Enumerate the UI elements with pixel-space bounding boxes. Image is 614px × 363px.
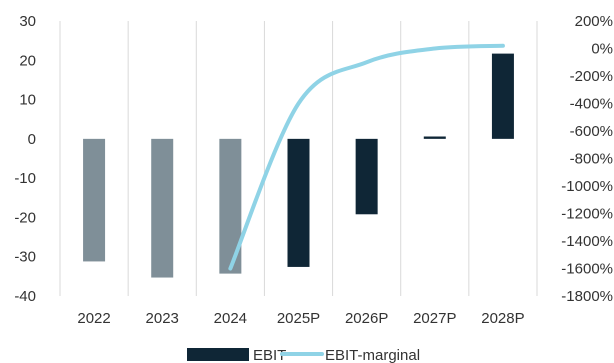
ebit-bar-2024 [219, 138, 242, 274]
ebit-bar-2025p [287, 138, 310, 267]
x-tick-label: 2026P [345, 310, 388, 327]
y2-tick-label: 200% [575, 13, 613, 30]
ebit-bar-2027p [423, 136, 446, 139]
x-tick-label: 2028P [481, 310, 524, 327]
legend: EBIT EBIT-marginal [187, 347, 420, 363]
y-tick-label: -40 [14, 288, 36, 305]
x-tick-label: 2027P [413, 310, 456, 327]
ebit-bar-2028p [491, 53, 514, 139]
y2-tick-label: -600% [570, 123, 613, 140]
ebit-bar-2022 [83, 138, 106, 262]
y-tick-label: -10 [14, 170, 36, 187]
y-tick-label: 0 [28, 131, 36, 148]
x-axis: 2022 2023 2024 2025P 2026P 2027P 2028P [77, 310, 524, 327]
y-tick-label: -30 [14, 249, 36, 266]
y2-tick-label: -1400% [561, 233, 613, 250]
left-y-axis: 30 20 10 0 -10 -20 -30 -40 [14, 13, 36, 305]
legend-label-ebit: EBIT [253, 347, 286, 363]
x-tick-label: 2022 [77, 310, 110, 327]
y2-tick-label: -800% [570, 151, 613, 168]
y2-tick-label: -1000% [561, 178, 613, 195]
ebit-marginal-line [228, 43, 505, 271]
y-tick-label: 20 [19, 52, 36, 69]
x-tick-label: 2025P [277, 310, 320, 327]
x-tick-label: 2024 [214, 310, 247, 327]
ebit-margin-line-group [228, 43, 505, 271]
ebit-bar-2023 [151, 138, 174, 278]
y2-tick-label: -1200% [561, 206, 613, 223]
y2-tick-label: -1800% [561, 288, 613, 305]
x-tick-label: 2023 [146, 310, 179, 327]
y-tick-label: 10 [19, 92, 36, 109]
legend-swatch-ebit [187, 348, 249, 361]
right-y-axis: 200% 0% -200% -400% -600% -800% -1000% -1200% -1… [561, 13, 613, 305]
y-tick-label: 30 [19, 13, 36, 30]
grid-lines [59, 21, 538, 296]
y2-tick-label: -200% [570, 68, 613, 85]
y2-tick-label: 0% [591, 41, 613, 58]
legend-label-ebit-marginal: EBIT-marginal [325, 347, 420, 363]
ebit-bar-2026p [355, 138, 378, 215]
ebit-bars [83, 53, 514, 278]
y-tick-label: -20 [14, 209, 36, 226]
y2-tick-label: -1600% [561, 261, 613, 278]
y2-tick-label: -400% [570, 96, 613, 113]
